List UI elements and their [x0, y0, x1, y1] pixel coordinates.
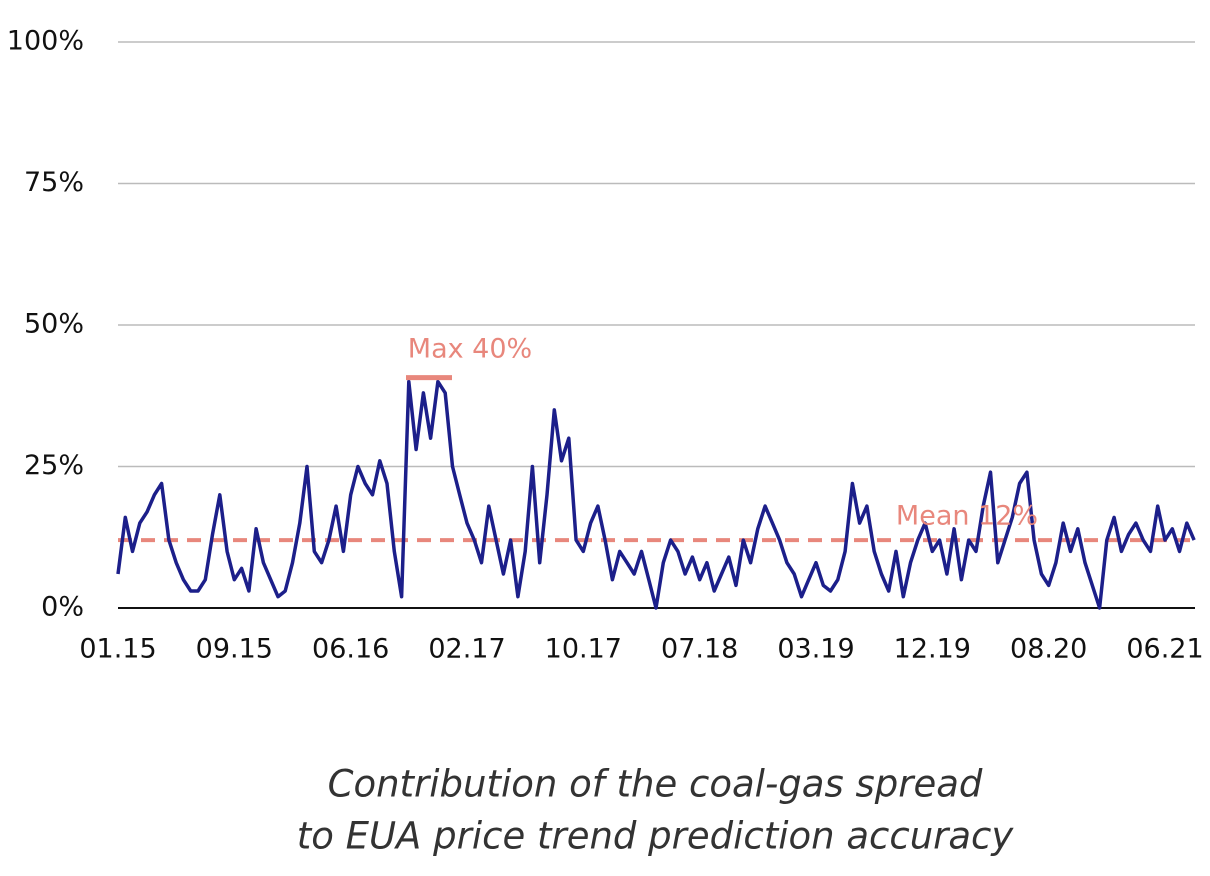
x-tick-label: 02.17: [428, 634, 505, 665]
x-tick-label: 10.17: [545, 634, 622, 665]
x-tick-label: 12.19: [894, 634, 971, 665]
annotation: Mean 12%: [896, 501, 1038, 532]
y-tick-label: 100%: [7, 26, 84, 57]
x-tick-label: 06.21: [1126, 634, 1203, 665]
y-tick-label: 50%: [24, 309, 84, 340]
x-tick-label: 08.20: [1010, 634, 1087, 665]
x-tick-label: 03.19: [777, 634, 854, 665]
data-line: [116, 379, 1196, 610]
x-tick-label: 06.16: [312, 634, 389, 665]
annotation: Max 40%: [408, 334, 532, 365]
x-tick-label: 07.18: [661, 634, 738, 665]
chart-title: to EUA price trend prediction accuracy: [297, 815, 1015, 858]
y-tick-label: 75%: [24, 167, 84, 198]
x-tick-label: 01.15: [79, 634, 156, 665]
y-tick-label: 25%: [24, 450, 84, 481]
x-tick-label: 09.15: [196, 634, 273, 665]
y-tick-label: 0%: [41, 592, 84, 623]
chart-title: Contribution of the coal-gas spread: [328, 763, 983, 806]
